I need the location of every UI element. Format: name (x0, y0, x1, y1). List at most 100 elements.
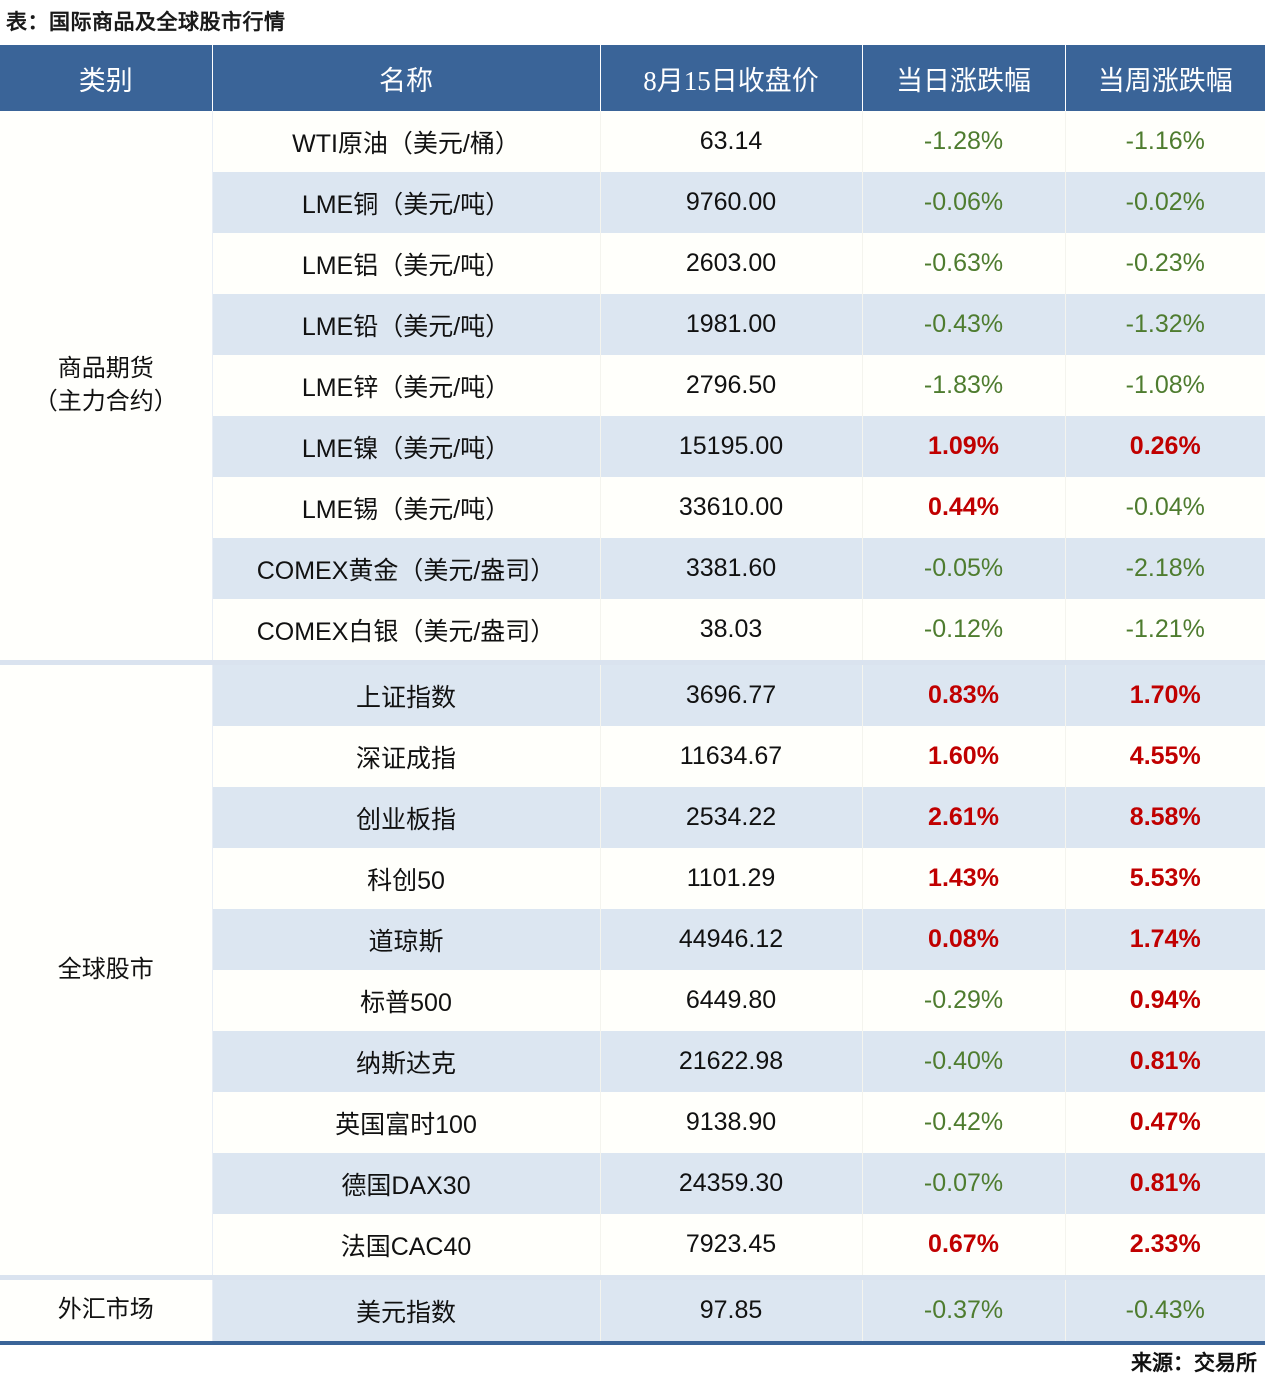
close-price-cell: 1101.29 (600, 848, 863, 909)
close-price-cell: 1981.00 (600, 294, 863, 355)
instrument-name-cell: 标普500 (212, 970, 601, 1031)
header-row: 类别 名称 8月15日收盘价 当日涨跌幅 当周涨跌幅 (0, 45, 1265, 111)
close-price-cell: 33610.00 (600, 477, 863, 538)
table-row: LME锌（美元/吨） 2796.50 -1.83% -1.08% (0, 355, 1265, 416)
day-change-cell: -0.42% (862, 1092, 1066, 1153)
day-change-cell: 0.83% (862, 660, 1066, 726)
close-price-cell: 24359.30 (600, 1153, 863, 1214)
table-row: LME铜（美元/吨） 9760.00 -0.06% -0.02% (0, 172, 1265, 233)
table-body: 商品期货 （主力合约） WTI原油（美元/桶） 63.14 -1.28% -1.16% LM… (0, 111, 1265, 1343)
table-row: 全球股市 上证指数 3696.77 0.83% 1.70% (0, 660, 1265, 1278)
column-header-day-change: 当日涨跌幅 (861, 45, 1066, 111)
week-change-cell: -1.21% (1065, 599, 1265, 663)
instrument-name-cell: 科创50 (212, 848, 601, 909)
table-row: 道琼斯 44946.12 0.08% 1.74% (0, 909, 1265, 970)
close-price-cell: 2796.50 (600, 355, 863, 416)
day-change-cell: 0.67% (862, 1214, 1066, 1278)
close-price-cell: 21622.98 (600, 1031, 863, 1092)
week-change-cell: -1.32% (1065, 294, 1265, 355)
close-price-cell: 3696.77 (600, 660, 863, 726)
category-label-line: 外汇市场 (57, 1296, 154, 1324)
close-price-cell: 15195.00 (600, 416, 863, 477)
instrument-name-cell: WTI原油（美元/桶） (212, 111, 601, 172)
instrument-name-cell: LME铝（美元/吨） (212, 233, 601, 294)
week-change-cell: 2.33% (1065, 1214, 1265, 1278)
table-row: COMEX黄金（美元/盎司） 3381.60 -0.05% -2.18% (0, 538, 1265, 599)
week-change-cell: 0.94% (1065, 970, 1265, 1031)
column-header-name: 名称 (211, 45, 601, 111)
week-change-cell: -0.02% (1065, 172, 1265, 233)
week-change-cell: -2.18% (1065, 538, 1265, 599)
instrument-name-cell: 英国富时100 (212, 1092, 601, 1153)
week-change-cell: 5.53% (1065, 848, 1265, 909)
day-change-cell: -0.63% (862, 233, 1066, 294)
week-change-cell: 4.55% (1065, 726, 1265, 787)
table-row: 科创50 1101.29 1.43% 5.53% (0, 848, 1265, 909)
close-price-cell: 38.03 (600, 599, 863, 663)
week-change-cell: -1.16% (1065, 111, 1265, 172)
table-row: 法国CAC40 7923.45 0.67% 2.33% (0, 1214, 1265, 1278)
day-change-cell: 0.44% (862, 477, 1066, 538)
instrument-name-cell: 美元指数 (212, 1275, 601, 1343)
week-change-cell: 0.26% (1065, 416, 1265, 477)
table-row: 创业板指 2534.22 2.61% 8.58% (0, 787, 1265, 848)
table-row: LME铝（美元/吨） 2603.00 -0.63% -0.23% (0, 233, 1265, 294)
close-price-cell: 6449.80 (600, 970, 863, 1031)
close-price-cell: 2534.22 (600, 787, 863, 848)
market-quote-table: 类别 名称 8月15日收盘价 当日涨跌幅 当周涨跌幅 商品期货 （主力合约） WTI… (0, 45, 1265, 1345)
close-price-cell: 44946.12 (600, 909, 863, 970)
day-change-cell: 2.61% (862, 787, 1066, 848)
week-change-cell: -0.43% (1065, 1275, 1265, 1343)
column-header-week-change: 当周涨跌幅 (1064, 45, 1265, 111)
table-row: LME锡（美元/吨） 33610.00 0.44% -0.04% (0, 477, 1265, 538)
table-row: 纳斯达克 21622.98 -0.40% 0.81% (0, 1031, 1265, 1092)
day-change-cell: -0.43% (862, 294, 1066, 355)
table-row: 深证成指 11634.67 1.60% 4.55% (0, 726, 1265, 787)
week-change-cell: 0.47% (1065, 1092, 1265, 1153)
instrument-name-cell: 创业板指 (212, 787, 601, 848)
source-note: 来源：交易所 (1131, 1352, 1257, 1375)
day-change-cell: -1.28% (862, 111, 1066, 172)
instrument-name-cell: 法国CAC40 (212, 1214, 601, 1278)
category-cell: 商品期货 （主力合约） (0, 111, 213, 663)
instrument-name-cell: 德国DAX30 (212, 1153, 601, 1214)
instrument-name-cell: 上证指数 (212, 660, 601, 726)
category-label-line: 全球股市 (57, 955, 154, 983)
table-row: 商品期货 （主力合约） WTI原油（美元/桶） 63.14 -1.28% -1.16% (0, 111, 1265, 663)
day-change-cell: 1.43% (862, 848, 1066, 909)
instrument-name-cell: LME铜（美元/吨） (212, 172, 601, 233)
close-price-cell: 3381.60 (600, 538, 863, 599)
category-cell: 外汇市场 (0, 1275, 213, 1343)
instrument-name-cell: LME镍（美元/吨） (212, 416, 601, 477)
table-row: 标普500 6449.80 -0.29% 0.94% (0, 970, 1265, 1031)
instrument-name-cell: LME铅（美元/吨） (212, 294, 601, 355)
day-change-cell: -0.07% (862, 1153, 1066, 1214)
column-header-category: 类别 (0, 45, 213, 111)
close-price-cell: 97.85 (600, 1275, 863, 1343)
instrument-name-cell: LME锡（美元/吨） (212, 477, 601, 538)
instrument-name-cell: COMEX黄金（美元/盎司） (212, 538, 601, 599)
close-price-cell: 9138.90 (600, 1092, 863, 1153)
week-change-cell: 0.81% (1065, 1153, 1265, 1214)
day-change-cell: -0.12% (862, 599, 1066, 663)
category-cell: 全球股市 (0, 660, 213, 1278)
week-change-cell: 8.58% (1065, 787, 1265, 848)
table-row: COMEX白银（美元/盎司） 38.03 -0.12% -1.21% (0, 599, 1265, 663)
instrument-name-cell: COMEX白银（美元/盎司） (212, 599, 601, 663)
day-change-cell: 1.60% (862, 726, 1066, 787)
category-label-line: 商品期货 (57, 355, 154, 383)
day-change-cell: -1.83% (862, 355, 1066, 416)
close-price-cell: 7923.45 (600, 1214, 863, 1278)
close-price-cell: 63.14 (600, 111, 863, 172)
day-change-cell: 0.08% (862, 909, 1066, 970)
week-change-cell: 1.74% (1065, 909, 1265, 970)
day-change-cell: -0.29% (862, 970, 1066, 1031)
close-price-cell: 11634.67 (600, 726, 863, 787)
week-change-cell: 1.70% (1065, 660, 1265, 726)
category-label-line: （主力合约） (33, 387, 178, 415)
instrument-name-cell: 深证成指 (212, 726, 601, 787)
day-change-cell: -0.40% (862, 1031, 1066, 1092)
week-change-cell: -0.04% (1065, 477, 1265, 538)
week-change-cell: -0.23% (1065, 233, 1265, 294)
